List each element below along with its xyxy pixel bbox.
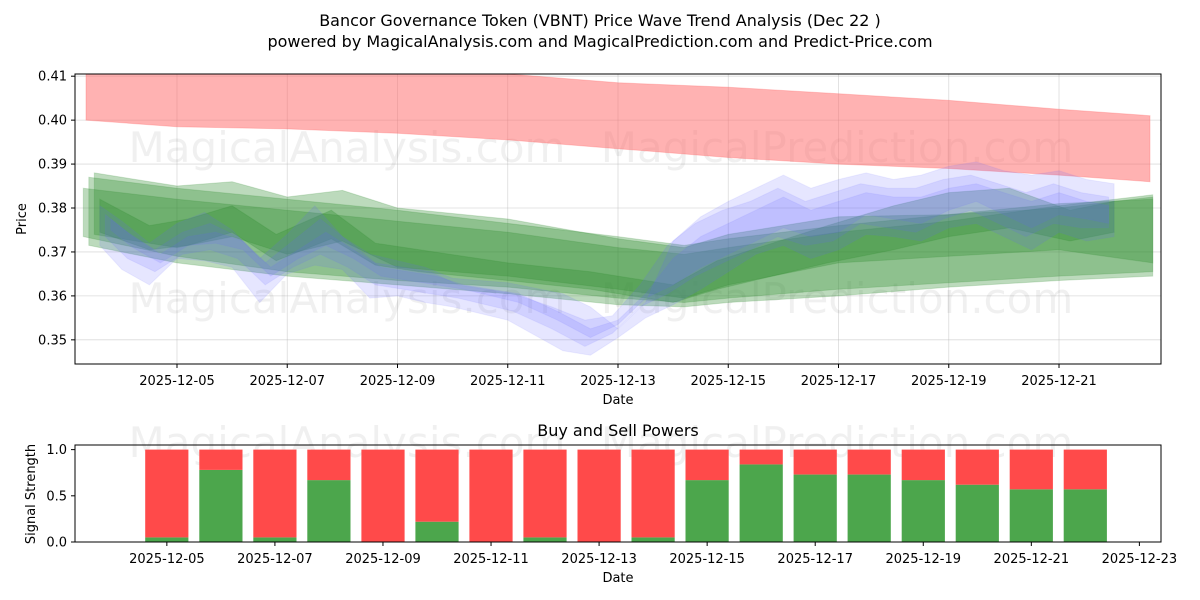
sell-bar-11 — [685, 449, 729, 481]
watermark-analysis-bottom: MagicalAnalysis.com — [129, 274, 566, 323]
sell-bar-17 — [1009, 449, 1053, 490]
buy-bar-12 — [739, 464, 783, 542]
price-ytick-label-3: 0.38 — [38, 202, 67, 217]
price-y-ticks: 0.35 0.36 0.37 0.38 0.39 0.40 0.41 — [38, 70, 75, 348]
sell-bar-8 — [523, 449, 567, 538]
blue-band-2 — [104, 174, 1110, 347]
powers-xtick-label-9: 2025-12-23 — [1102, 552, 1178, 567]
buy-bar-1 — [145, 537, 189, 542]
buy-bar-2 — [199, 469, 243, 542]
price-y-axis-label: Price — [15, 203, 30, 235]
sell-bar-9 — [577, 449, 621, 542]
price-xtick-label-3: 2025-12-11 — [470, 374, 546, 389]
buy-bar-16 — [955, 484, 999, 542]
price-ytick-label-5: 0.40 — [38, 114, 67, 129]
buy-bar-3 — [253, 537, 297, 542]
sell-bar-6 — [415, 449, 459, 522]
price-xtick-label-1: 2025-12-07 — [249, 374, 325, 389]
green-band-4 — [99, 187, 1115, 304]
powers-xtick-label-8: 2025-12-21 — [994, 552, 1070, 567]
buy-bar-15 — [901, 480, 945, 542]
powers-xtick-label-3: 2025-12-11 — [453, 552, 529, 567]
sell-bar-15 — [901, 449, 945, 481]
buy-bar-14 — [847, 474, 891, 542]
green-band-3 — [93, 172, 1154, 299]
sell-bar-1 — [145, 449, 189, 538]
price-xtick-label-6: 2025-12-17 — [801, 374, 877, 389]
price-ytick-label-4: 0.39 — [38, 158, 67, 173]
sell-bar-12 — [739, 449, 783, 465]
powers-y-axis-label: Signal Strength — [24, 444, 39, 544]
buy-bar-6 — [415, 521, 459, 542]
sell-bar-5 — [361, 449, 405, 542]
resistance-band — [85, 74, 1151, 183]
watermark-prediction-bottom: MagicalPrediction.com — [601, 274, 1074, 323]
powers-xtick-label-0: 2025-12-05 — [129, 552, 205, 567]
price-plot: MagicalAnalysis.com MagicalPrediction.co… — [15, 70, 1162, 408]
powers-plot-frame — [74, 444, 1162, 543]
green-band-1 — [82, 187, 1154, 304]
price-xtick-label-7: 2025-12-19 — [911, 374, 987, 389]
buy-bar-13 — [793, 474, 837, 542]
powers-y-ticks: 0.0 0.5 1.0 — [46, 443, 75, 551]
powers-xtick-label-5: 2025-12-15 — [669, 552, 745, 567]
sell-bar-13 — [793, 449, 837, 475]
sell-bar-10 — [631, 449, 675, 538]
buy-bar-10 — [631, 537, 675, 542]
price-xtick-label-4: 2025-12-13 — [580, 374, 656, 389]
price-ytick-label-0: 0.35 — [38, 333, 67, 348]
sell-bar-7 — [469, 449, 513, 542]
powers-bars — [145, 449, 1107, 542]
buy-bar-18 — [1063, 489, 1107, 542]
price-xtick-label-0: 2025-12-05 — [139, 374, 215, 389]
powers-xtick-label-6: 2025-12-17 — [777, 552, 853, 567]
price-x-axis-label: Date — [602, 393, 633, 408]
powers-ytick-label-0: 0.0 — [46, 536, 67, 551]
powers-ytick-label-1: 0.5 — [46, 489, 67, 504]
price-ytick-label-2: 0.37 — [38, 245, 67, 260]
price-ytick-label-6: 0.41 — [38, 70, 67, 85]
powers-xtick-label-2: 2025-12-09 — [345, 552, 421, 567]
price-x-ticks: 2025-12-05 2025-12-07 2025-12-09 2025-12-11… — [139, 364, 1097, 389]
sell-bar-16 — [955, 449, 999, 485]
sell-bar-4 — [307, 449, 351, 481]
price-xtick-label-5: 2025-12-15 — [690, 374, 766, 389]
blue-band-1 — [99, 161, 1115, 356]
blue-band-3 — [110, 183, 1110, 339]
buy-bar-17 — [1009, 489, 1053, 542]
buy-bar-4 — [307, 480, 351, 542]
buy-bar-8 — [523, 537, 567, 542]
powers-x-axis-label: Date — [602, 571, 633, 586]
sell-bar-18 — [1063, 449, 1107, 490]
green-band-2 — [88, 176, 1154, 308]
price-xtick-label-8: 2025-12-21 — [1021, 374, 1097, 389]
sell-bar-14 — [847, 449, 891, 475]
powers-x-ticks: 2025-12-05 2025-12-07 2025-12-09 2025-12-11… — [129, 542, 1177, 567]
buy-bar-11 — [685, 480, 729, 542]
sell-bar-2 — [199, 449, 243, 470]
price-xtick-label-2: 2025-12-09 — [360, 374, 436, 389]
powers-xtick-label-7: 2025-12-19 — [885, 552, 961, 567]
powers-ytick-label-2: 1.0 — [46, 443, 67, 458]
powers-xtick-label-4: 2025-12-13 — [561, 552, 637, 567]
chart-title: Bancor Governance Token (VBNT) Price Wav… — [319, 11, 881, 30]
price-ytick-label-1: 0.36 — [38, 289, 67, 304]
powers-title: Buy and Sell Powers — [537, 421, 699, 440]
price-bands — [82, 74, 1154, 356]
powers-xtick-label-1: 2025-12-07 — [237, 552, 313, 567]
chart-subtitle: powered by MagicalAnalysis.com and Magic… — [267, 32, 932, 51]
powers-plot: Buy and Sell Powers MagicalAnalysis.com … — [24, 418, 1177, 586]
sell-bar-3 — [253, 449, 297, 538]
